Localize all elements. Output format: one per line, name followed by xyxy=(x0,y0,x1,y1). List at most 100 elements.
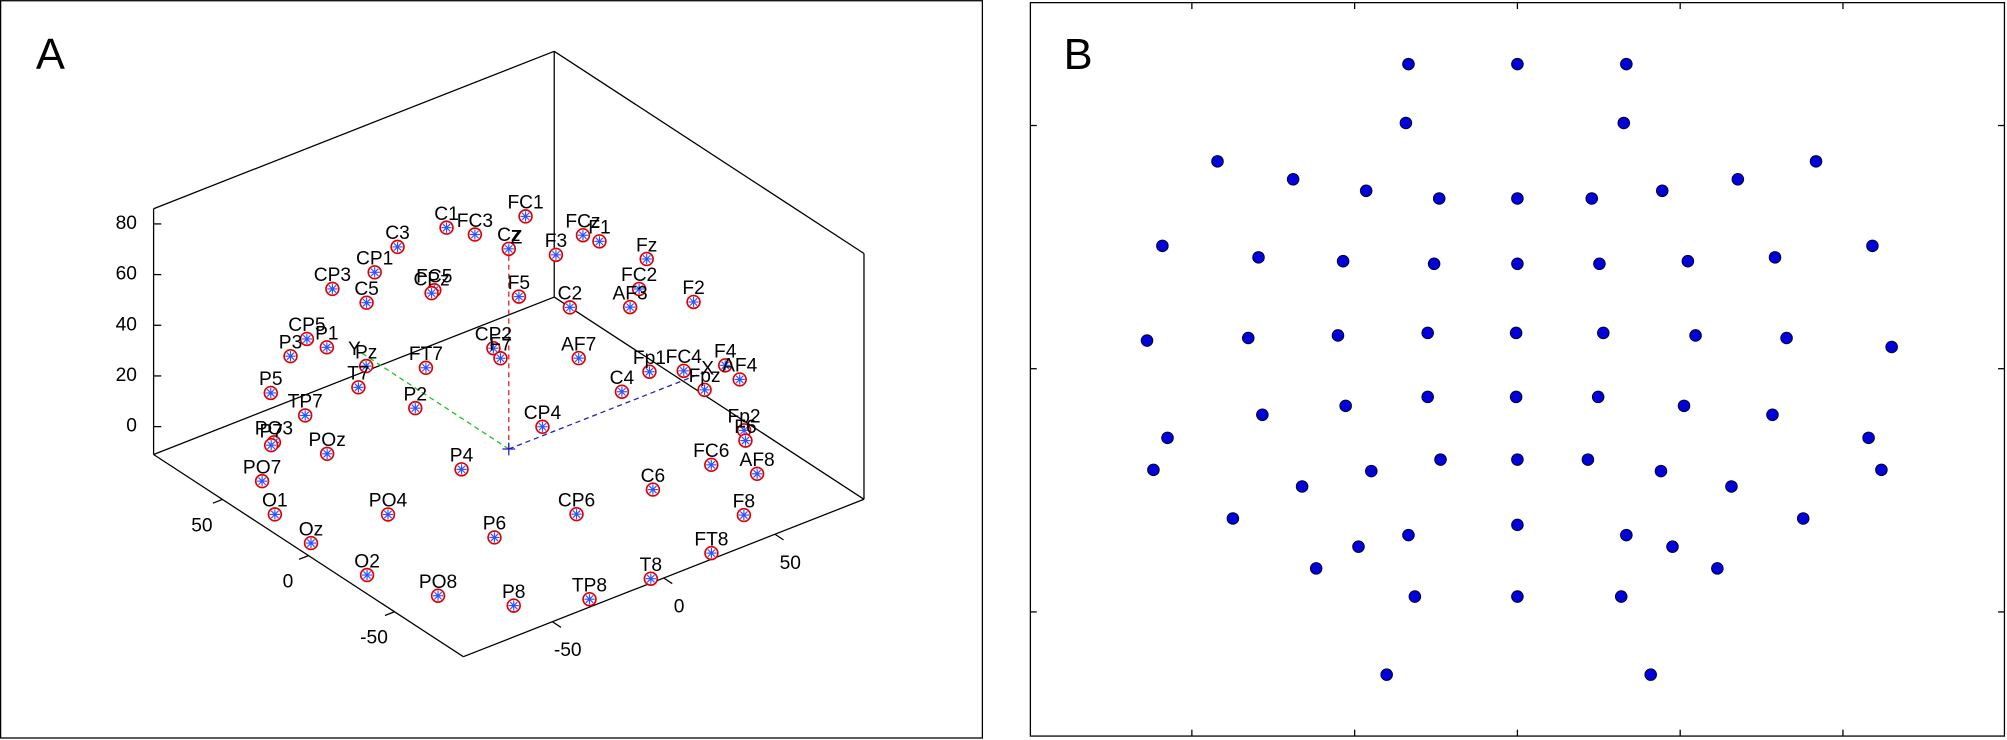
electrode-label: P3 xyxy=(279,332,302,353)
point xyxy=(1421,390,1434,404)
electrode-label: C4 xyxy=(610,368,635,389)
box-edge xyxy=(153,50,555,210)
electrode-star xyxy=(306,539,316,548)
electrode-star xyxy=(735,375,744,384)
electrode-star xyxy=(362,362,371,371)
electrode-label: Fp1 xyxy=(633,348,666,369)
electrode-star xyxy=(645,367,654,376)
point xyxy=(1766,408,1779,422)
electrode-label: P4 xyxy=(450,446,474,467)
electrode-star xyxy=(626,303,635,312)
electrode-label: PO8 xyxy=(419,572,457,593)
point xyxy=(1593,257,1606,271)
point xyxy=(1875,463,1888,477)
electrode-star xyxy=(411,404,420,413)
z-tick-label: 60 xyxy=(116,264,137,285)
electrode-star xyxy=(266,388,275,397)
box-edge xyxy=(553,296,865,500)
electrode-label: CP4 xyxy=(524,403,562,424)
point xyxy=(1352,540,1365,553)
electrode-label: FT7 xyxy=(409,344,443,365)
electrode-label: CPz xyxy=(413,269,449,290)
electrode-label: AF7 xyxy=(561,334,596,355)
point xyxy=(1585,192,1599,205)
point xyxy=(1666,540,1679,553)
electrode-star xyxy=(496,354,505,363)
electrode-star xyxy=(635,284,644,294)
electrode-star xyxy=(572,510,581,519)
electrode-star xyxy=(433,591,443,600)
electrode-star xyxy=(707,460,716,469)
electrode-star xyxy=(648,485,657,494)
electrode-label: FC3 xyxy=(457,211,493,232)
electrode-label: CP5 xyxy=(288,315,325,336)
electrode-star xyxy=(393,242,402,251)
electrode-label: PO7 xyxy=(243,457,281,478)
point xyxy=(1399,116,1413,130)
y-tick xyxy=(384,611,395,617)
electrode-label: AF4 xyxy=(722,356,758,377)
point xyxy=(1597,326,1610,340)
y-axis-line xyxy=(356,349,510,450)
point xyxy=(1885,340,1898,354)
electrode-star xyxy=(322,343,331,352)
electrode-star xyxy=(370,268,379,277)
electrode-star xyxy=(700,385,709,394)
electrode-label: C1 xyxy=(434,204,459,225)
electrode-label: AF8 xyxy=(740,450,775,471)
electrode-star xyxy=(270,510,279,519)
electrode-star xyxy=(521,212,530,221)
box-edge xyxy=(153,296,555,456)
point xyxy=(1286,173,1300,186)
point xyxy=(1252,251,1265,264)
electrode-label: C5 xyxy=(354,279,379,300)
electrode-label: O1 xyxy=(262,491,288,512)
point xyxy=(1796,512,1810,525)
point xyxy=(1402,57,1415,71)
electrode-label: F1 xyxy=(588,218,610,239)
electrode-label: C2 xyxy=(558,284,583,305)
electrode-star xyxy=(689,297,698,307)
point xyxy=(1408,590,1422,603)
electrode-star xyxy=(739,511,748,520)
electrode-label: Cz xyxy=(497,225,520,246)
panel-frame xyxy=(0,0,984,739)
point xyxy=(1655,184,1669,198)
electrode-star xyxy=(578,231,587,240)
electrode-star xyxy=(301,411,310,420)
electrode-label: F8 xyxy=(733,491,755,512)
electrode-label: Fpz xyxy=(689,366,721,387)
electrode-star xyxy=(362,298,371,307)
electrode-star xyxy=(442,223,451,232)
electrode-label: FC1 xyxy=(507,193,543,214)
electrode-label: PO3 xyxy=(255,419,293,440)
point xyxy=(1509,326,1523,340)
electrode-star xyxy=(642,254,651,264)
electrode-star xyxy=(323,449,332,458)
point xyxy=(1161,431,1174,445)
point xyxy=(1511,257,1524,271)
electrode-label: FCz xyxy=(565,212,600,233)
electrode-star xyxy=(258,477,267,486)
point xyxy=(1689,329,1702,342)
electrode-label: CP2 xyxy=(475,325,512,346)
panel-frame xyxy=(1029,2,2006,737)
electrode-star xyxy=(740,426,749,435)
point xyxy=(1339,399,1352,413)
electrode-star xyxy=(514,292,523,301)
electrode-label: FC2 xyxy=(621,265,657,286)
point xyxy=(1614,590,1628,603)
z-tick-label: 80 xyxy=(116,213,137,234)
electrode-star xyxy=(489,344,498,353)
electrode-label: P2 xyxy=(404,384,427,405)
electrode-label: Fp2 xyxy=(728,407,761,428)
y-tick-label: 50 xyxy=(191,515,212,536)
point xyxy=(1711,562,1724,575)
electrode-star xyxy=(741,436,750,445)
point xyxy=(1427,257,1441,271)
point xyxy=(1226,512,1240,525)
electrode-star xyxy=(302,334,311,343)
point xyxy=(1677,399,1691,413)
electrode-label: F3 xyxy=(545,231,567,252)
electrode-label: Oz xyxy=(299,519,324,540)
